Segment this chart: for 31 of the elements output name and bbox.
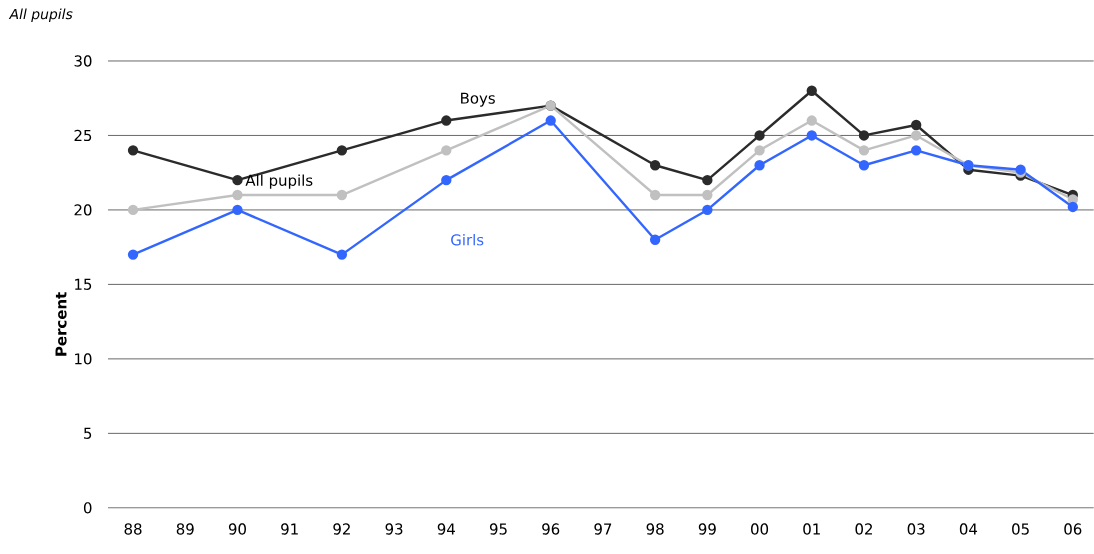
x-tick-label: 02: [855, 523, 872, 535]
x-tick-label: 92: [333, 523, 350, 535]
x-tick-label: 03: [907, 523, 925, 535]
y-tick-label: 15: [75, 278, 92, 291]
y-tick-label: 20: [74, 204, 92, 216]
x-tick-label: 90: [228, 523, 246, 535]
y-tick-label: 0: [83, 502, 92, 514]
x-tick-label: 98: [646, 523, 664, 535]
y-tick-label: 25: [74, 129, 92, 142]
x-tick-label: 91: [281, 523, 298, 535]
y-tick-label: 10: [75, 353, 92, 365]
x-tick-label: 06: [1064, 523, 1082, 535]
x-tick-label: 89: [176, 523, 194, 535]
x-tick-label: 00: [751, 523, 769, 535]
y-tick-label: 5: [84, 427, 92, 439]
x-tick-label: 97: [594, 523, 612, 535]
x-tick-label: 94: [437, 523, 455, 535]
x-tick-label: 88: [124, 523, 142, 535]
x-tick-label: 04: [959, 523, 978, 535]
x-tick-label: 01: [803, 523, 820, 535]
x-tick-label: 05: [1012, 523, 1029, 535]
series-label: All pupils: [245, 174, 313, 189]
x-tick-label: 95: [489, 523, 507, 535]
y-axis-title: Percent: [55, 292, 67, 356]
series-label: Boys: [461, 92, 495, 107]
text: Girls: [451, 234, 484, 246]
x-tick-label: 93: [385, 523, 403, 535]
chart-title: All pupils: [8, 8, 73, 23]
x-tick-label: 99: [698, 523, 716, 535]
x-tick-label: 96: [542, 523, 560, 535]
y-tick-label: 30: [74, 55, 92, 67]
